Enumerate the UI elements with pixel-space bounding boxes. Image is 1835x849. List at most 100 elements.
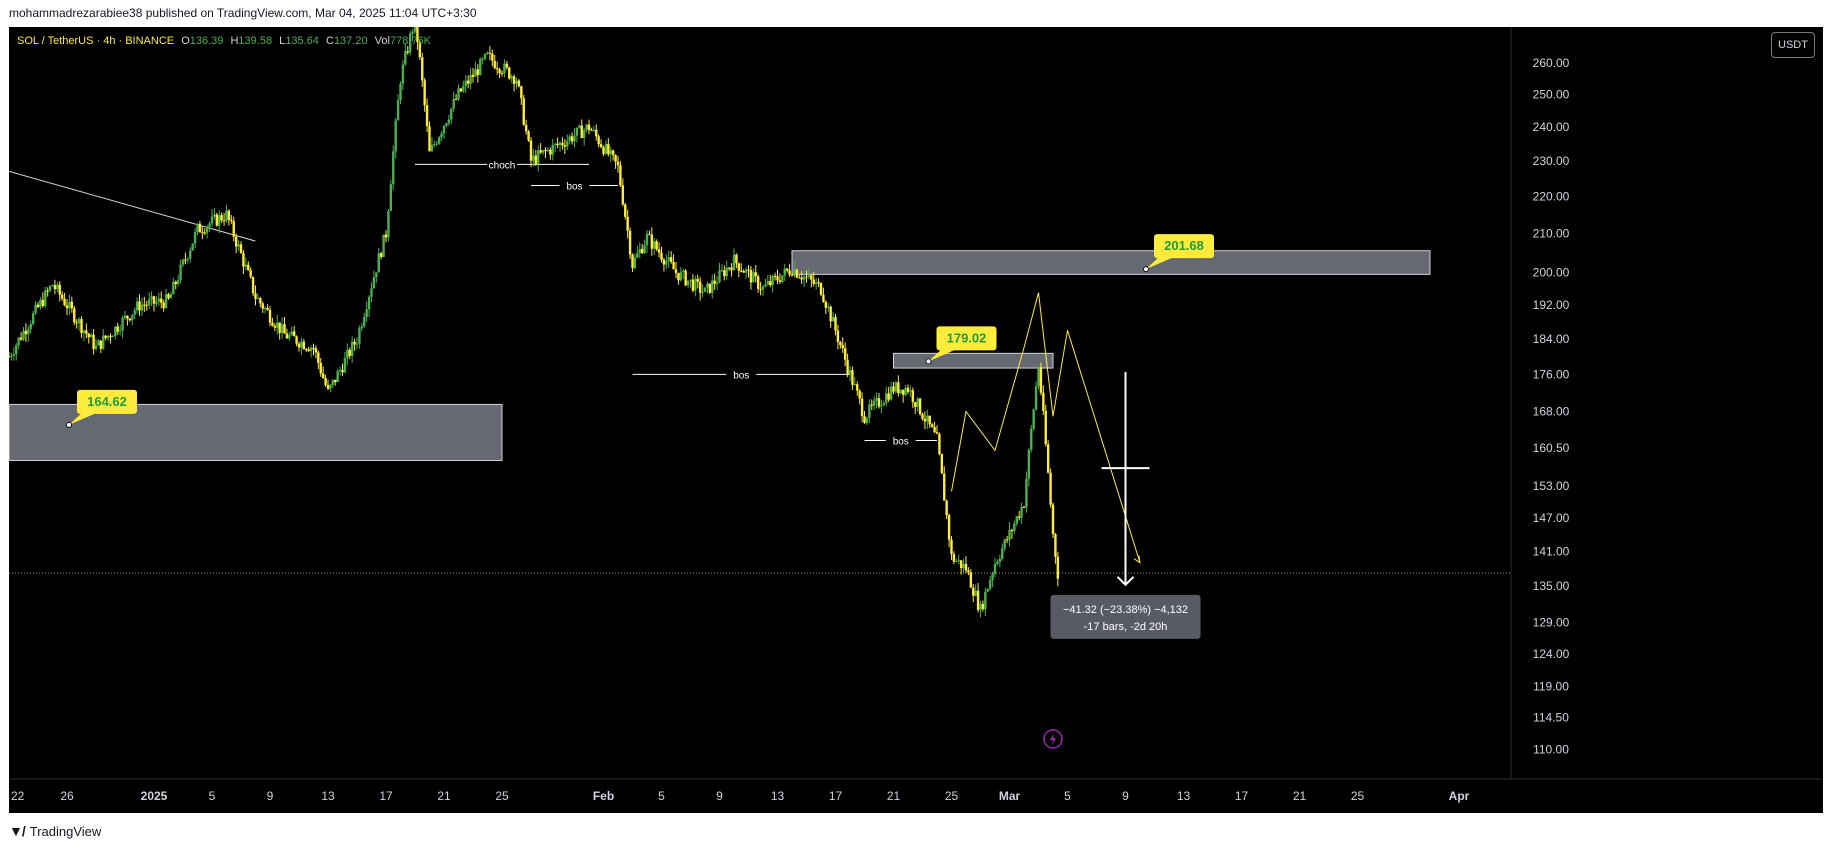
candle-body xyxy=(541,149,545,153)
candle-body xyxy=(196,223,199,232)
candle-body xyxy=(256,298,260,300)
candle-body xyxy=(1051,504,1055,535)
y-tick-label: 260.00 xyxy=(1533,56,1570,70)
currency-button[interactable]: USDT xyxy=(1771,32,1815,58)
candle-body xyxy=(44,290,47,306)
callout-box[interactable] xyxy=(1154,234,1214,259)
candle-body xyxy=(418,41,422,58)
x-tick-label: 17 xyxy=(1235,789,1249,803)
candle-body xyxy=(184,259,187,261)
candle-body xyxy=(575,127,579,136)
candle-body xyxy=(527,131,530,141)
candle-body xyxy=(648,233,651,235)
candle-body xyxy=(976,590,980,610)
candle-body xyxy=(532,155,535,161)
lightning-icon[interactable] xyxy=(1043,729,1063,749)
chart-canvas[interactable]: 260.00 250.00 240.00 230.00 220.00 210.00 200.… xyxy=(9,27,1823,813)
candle-body xyxy=(1039,367,1043,393)
candle-body xyxy=(771,275,774,286)
candle-body xyxy=(312,347,315,349)
y-tick-label: 230.00 xyxy=(1533,154,1570,168)
candle-body xyxy=(672,262,675,270)
candle-body xyxy=(307,349,310,352)
candle-body xyxy=(491,53,494,61)
candle-body xyxy=(58,284,61,295)
candle-body xyxy=(363,317,366,327)
candle-body xyxy=(889,386,893,400)
candle-body xyxy=(174,281,177,285)
candle-body xyxy=(626,216,629,231)
candle-body xyxy=(155,301,158,304)
candle-body xyxy=(926,415,929,422)
candle-body xyxy=(128,318,132,321)
candle-body xyxy=(981,603,985,610)
open-label: O xyxy=(181,35,190,47)
candle-body xyxy=(1056,556,1060,579)
candle-body xyxy=(537,150,540,164)
candle-body xyxy=(280,324,284,333)
candle-body xyxy=(24,330,28,335)
candle-body xyxy=(336,371,339,383)
callout-label: 201.68 xyxy=(1164,238,1204,253)
candle-body xyxy=(87,333,90,338)
structure-label-bg xyxy=(885,434,916,447)
candle-body xyxy=(15,345,18,355)
candle-body xyxy=(479,59,482,75)
candle-body xyxy=(143,304,146,306)
candle-body xyxy=(297,343,301,348)
y-tick-label: 114.50 xyxy=(1533,710,1569,724)
candle-body xyxy=(481,58,484,60)
candle-body xyxy=(341,369,344,373)
candle-body xyxy=(288,334,291,339)
candle-body xyxy=(512,76,516,84)
candle-body xyxy=(423,80,426,106)
candle-body xyxy=(918,398,922,415)
candle-body xyxy=(29,324,32,330)
candle-body xyxy=(39,299,42,308)
candle-body xyxy=(34,304,37,314)
candle-body xyxy=(421,57,424,81)
candle-body xyxy=(901,389,905,395)
candle-body xyxy=(179,264,182,281)
candle-body xyxy=(22,330,25,340)
symbol-name[interactable]: SOL / TetherUS · 4h · BINANCE xyxy=(17,35,175,47)
callout-box[interactable] xyxy=(936,326,997,351)
supply-demand-zone[interactable] xyxy=(791,250,1431,275)
candle-body xyxy=(756,276,760,289)
candle-body xyxy=(611,150,615,155)
candle-body xyxy=(290,331,293,335)
tradingview-logo[interactable]: ▼/ TradingView xyxy=(9,823,101,839)
candle-body xyxy=(334,379,337,383)
candle-body xyxy=(662,259,666,265)
candle-body xyxy=(517,80,521,87)
candle-body xyxy=(856,384,859,391)
candle-body xyxy=(529,140,533,161)
candle-body xyxy=(114,326,117,336)
x-tick-label: 25 xyxy=(495,789,509,803)
candle-body xyxy=(261,303,264,309)
candle-body xyxy=(53,285,57,290)
candle-body xyxy=(234,236,238,247)
candle-body xyxy=(60,294,64,299)
x-tick-label: 25 xyxy=(945,789,959,803)
candle-body xyxy=(885,393,888,403)
candle-body xyxy=(773,275,777,277)
supply-demand-zone[interactable] xyxy=(893,352,1054,369)
candle-body xyxy=(131,314,134,321)
candle-body xyxy=(387,210,390,238)
candle-body xyxy=(239,244,243,254)
candle-body xyxy=(365,309,368,318)
callout-box[interactable] xyxy=(77,389,137,414)
projection-path[interactable] xyxy=(951,292,1141,563)
candle-body xyxy=(839,341,842,345)
candle-body xyxy=(162,302,165,308)
candle-body xyxy=(251,276,255,294)
candle-body xyxy=(401,64,405,84)
candle-body xyxy=(592,129,596,131)
candle-body xyxy=(539,150,542,153)
candle-body xyxy=(860,398,864,417)
candle-body xyxy=(276,322,279,328)
trendline[interactable] xyxy=(9,170,256,242)
candle-body xyxy=(843,348,847,360)
price-chart[interactable]: 260.00 250.00 240.00 230.00 220.00 210.00 200.… xyxy=(9,27,1823,813)
